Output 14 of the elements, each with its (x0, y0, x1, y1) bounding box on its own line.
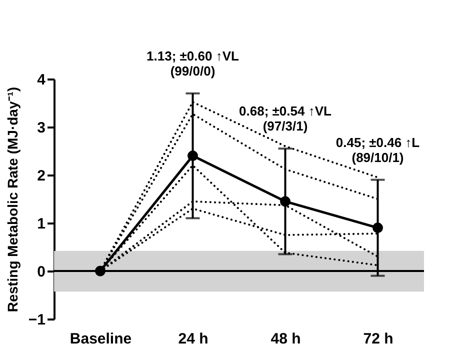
y-tick-label: 3 (37, 120, 46, 136)
y-tick-label: 4 (37, 72, 46, 88)
x-tick-label: 24 h (178, 330, 208, 348)
y-tick-label: 2 (37, 168, 46, 184)
x-tick-label: 72 h (363, 330, 394, 348)
text: 1.13; ±0.60 ↑VL (99/0/0) (146, 48, 240, 78)
x-tick-label: 48 h (270, 330, 301, 348)
y-tick-label: 1 (37, 216, 46, 232)
y-tick-label: 0 (37, 264, 46, 280)
annotation: 0.68; ±0.54 ↑VL (97/3/1) (239, 104, 332, 134)
y-axis-title: Resting Metabolic Rate (MJ·day⁻¹) (4, 86, 20, 312)
y-tick-label: −1 (28, 312, 46, 328)
annotation: 0.45; ±0.46 ↑L (89/10/1) (336, 134, 420, 165)
x-tick-label: Baseline (70, 330, 132, 348)
